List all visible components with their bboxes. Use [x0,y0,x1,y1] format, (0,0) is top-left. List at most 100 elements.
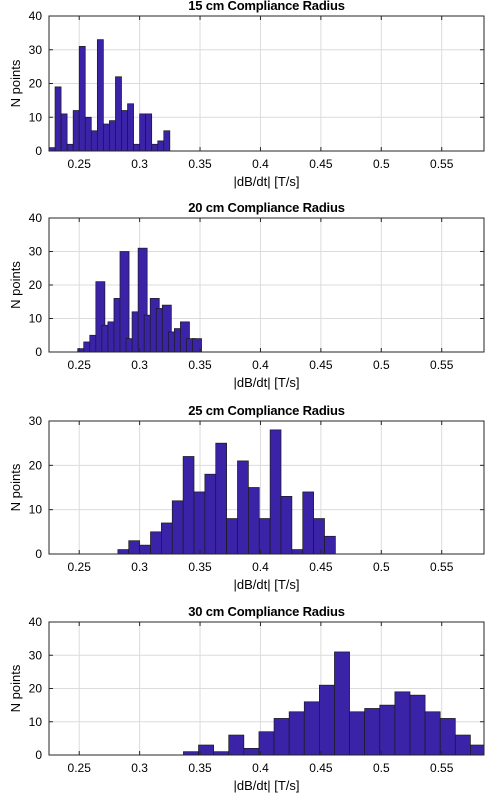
histogram-bar [78,46,86,152]
histogram-bar [424,711,441,756]
x-tick-label: 0.3 [131,157,148,171]
histogram-bar [243,747,260,756]
y-tick-label: 0 [35,547,42,561]
histogram-bar [66,143,74,152]
y-axis-label: N points [8,463,23,511]
histogram-bar [288,711,305,756]
histogram-bar [128,540,140,555]
histogram-bar [258,731,275,756]
histogram-bar [139,113,147,152]
x-tick-label: 0.25 [68,761,92,775]
y-tick-label: 10 [29,110,43,124]
x-tick-label: 0.55 [430,560,454,574]
histogram-bar [119,251,130,353]
histogram-bar [364,708,381,756]
x-tick-label: 0.45 [309,157,333,171]
y-tick-label: 30 [29,245,43,259]
x-tick-label: 0.25 [68,358,92,372]
x-tick-label: 0.35 [188,560,212,574]
y-tick-label: 20 [29,77,43,91]
x-tick-label: 0.4 [252,560,269,574]
x-tick-label: 0.45 [309,560,333,574]
histogram-bar [161,522,173,555]
chart-title: 25 cm Compliance Radius [188,403,345,418]
histogram-bar [117,549,130,555]
histogram-bar [157,140,165,152]
x-tick-label: 0.25 [68,560,92,574]
histogram-panel: 0.25 0.3 0.35 0.4 0.45 0.5 0.55 0 10 20 30 40 20 cm … [8,200,485,390]
x-tick-label: 0.3 [131,560,148,574]
histogram-bar [324,535,336,555]
x-tick-label: 0.55 [430,358,454,372]
y-tick-label: 0 [35,345,42,359]
histogram-bar [303,701,320,756]
y-tick-label: 40 [29,615,43,629]
histogram-bar [258,518,271,555]
x-tick-label: 0.5 [373,358,390,372]
histogram-bar [151,143,159,152]
x-tick-label: 0.35 [188,157,212,171]
histogram-bar [121,110,128,152]
histogram-bar [228,734,245,756]
histogram-bar [394,691,411,756]
histogram-bar [302,491,314,555]
x-axis-label: |dB/dt| [T/s] [234,174,300,189]
histogram-bar [171,500,184,555]
histogram-bar [182,456,195,555]
y-tick-label: 40 [29,9,43,23]
histogram-bar [133,143,140,152]
y-tick-label: 30 [29,414,43,428]
histogram-bar [163,130,171,152]
histogram-bar [269,429,282,555]
histogram-bar [273,718,290,756]
histogram-bar [72,110,80,152]
histogram-panel: 0.25 0.3 0.35 0.4 0.45 0.5 0.55 0 10 20 30 40 15 cm … [8,0,485,189]
histogram-bar [215,442,227,555]
histogram-bar [319,684,335,756]
x-tick-label: 0.3 [131,358,148,372]
histogram-bar [48,147,56,152]
x-axis-label: |dB/dt| [T/s] [234,778,300,793]
y-tick-label: 30 [29,648,43,662]
histogram-bar [439,718,456,756]
histogram-panel: 0.25 0.3 0.35 0.4 0.45 0.5 0.55 0 10 20 30 25 cm Co… [8,403,485,592]
x-tick-label: 0.4 [252,761,269,775]
chart-title: 30 cm Compliance Radius [188,604,345,619]
histogram-bar [334,651,350,756]
chart-title: 15 cm Compliance Radius [188,0,345,13]
histogram-bar [115,76,122,152]
y-tick-label: 30 [29,43,43,57]
histogram-bar [127,103,134,152]
histogram-bar [60,113,68,152]
histogram-bar [454,734,471,756]
y-tick-label: 0 [35,144,42,158]
x-tick-label: 0.55 [430,157,454,171]
y-axis-label: N points [8,59,23,107]
plot-frame [48,420,485,555]
histogram-bar [193,491,206,555]
histogram-bar [54,86,62,152]
x-tick-label: 0.5 [373,761,390,775]
histogram-bar [204,473,217,555]
x-tick-label: 0.35 [188,761,212,775]
histogram-bar [226,518,238,555]
histogram-bar [349,711,366,756]
x-tick-label: 0.5 [373,157,390,171]
y-tick-label: 40 [29,211,43,225]
x-tick-label: 0.4 [252,157,269,171]
y-axis-label: N points [8,261,23,309]
histogram-bar [145,113,153,152]
x-tick-label: 0.45 [309,358,333,372]
histogram-panel: 0.25 0.3 0.35 0.4 0.45 0.5 0.55 0 10 20 30 40 30 cm … [8,604,485,793]
y-axis-label: N points [8,664,23,712]
y-tick-label: 10 [29,503,43,517]
histogram-bar [409,694,426,756]
histogram-bar [237,460,249,555]
histogram-bar [291,549,304,555]
y-tick-label: 20 [29,682,43,696]
histogram-bar [150,531,162,555]
histogram-bar [379,704,396,756]
x-tick-label: 0.25 [68,157,92,171]
x-tick-label: 0.55 [430,761,454,775]
